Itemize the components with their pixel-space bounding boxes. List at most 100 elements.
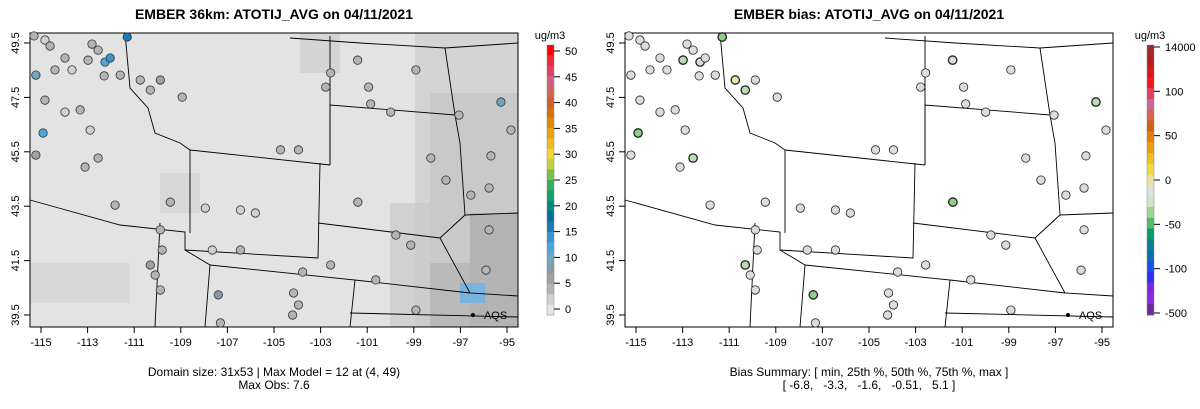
station-marker bbox=[85, 125, 95, 135]
bias-marker bbox=[626, 70, 636, 80]
x-tick-label: -97 bbox=[452, 337, 468, 349]
station-marker bbox=[293, 145, 304, 155]
colorbar-swatch bbox=[547, 55, 554, 67]
x-tick-label: -105 bbox=[263, 337, 285, 349]
colorbar-swatch bbox=[547, 221, 554, 233]
x-tick-label: -111 bbox=[719, 337, 739, 349]
colorbar-swatch bbox=[547, 117, 554, 129]
station-marker bbox=[496, 97, 506, 107]
station-marker bbox=[60, 107, 70, 117]
station-marker bbox=[484, 183, 494, 193]
colorbar-swatch bbox=[1147, 185, 1154, 197]
bias-marker bbox=[688, 45, 698, 55]
colorbar-swatch bbox=[1147, 163, 1154, 176]
bias-marker bbox=[893, 267, 903, 277]
bias-marker bbox=[730, 75, 741, 85]
colorbar-swatch bbox=[1147, 142, 1154, 154]
colorbar-swatch bbox=[1147, 45, 1154, 57]
bias-marker bbox=[750, 75, 760, 85]
station-marker bbox=[87, 39, 97, 49]
bias-marker bbox=[961, 99, 971, 109]
colorbar-swatch bbox=[547, 294, 554, 306]
bias-marker bbox=[981, 107, 991, 117]
bias-marker bbox=[845, 208, 855, 218]
caption-line-2: Max Obs: 7.6 bbox=[238, 378, 310, 392]
station-marker bbox=[93, 45, 103, 55]
station-marker bbox=[293, 300, 304, 310]
bias-marker bbox=[1081, 151, 1091, 161]
x-tick-label: -113 bbox=[672, 337, 693, 349]
colorbar-swatch bbox=[547, 159, 554, 171]
colorbar-swatch bbox=[1147, 250, 1154, 262]
bias-marker bbox=[633, 128, 643, 138]
bias-marker bbox=[1006, 65, 1016, 75]
bias-marker bbox=[1061, 190, 1071, 200]
colorbar-swatch bbox=[547, 190, 554, 202]
station-marker bbox=[155, 75, 165, 85]
bias-marker bbox=[682, 39, 692, 49]
colorbar-swatch bbox=[1147, 228, 1154, 240]
bias-marker bbox=[680, 125, 690, 135]
bias-marker bbox=[808, 290, 819, 300]
station-marker bbox=[386, 107, 396, 117]
bias-marker bbox=[870, 145, 881, 155]
colorbar-swatch bbox=[547, 211, 554, 223]
station-marker bbox=[145, 260, 155, 270]
station-marker bbox=[235, 245, 246, 255]
bias-marker bbox=[921, 260, 931, 270]
colorbar-tick-label: 15 bbox=[565, 227, 577, 239]
x-tick-label: -115 bbox=[30, 337, 51, 349]
bias-marker bbox=[655, 53, 665, 63]
bias-marker bbox=[717, 32, 728, 42]
bias-marker bbox=[675, 162, 685, 172]
colorbar-swatch bbox=[1147, 196, 1154, 208]
bias-marker bbox=[1079, 183, 1089, 193]
colorbar-tick-label: 5 bbox=[565, 278, 571, 290]
bias-marker bbox=[670, 105, 680, 115]
station-marker bbox=[406, 240, 416, 250]
bias-marker bbox=[795, 203, 805, 213]
bias-marker bbox=[640, 41, 650, 51]
colorbar-swatch bbox=[1147, 239, 1154, 251]
station-marker bbox=[40, 95, 50, 105]
station-marker bbox=[67, 65, 77, 75]
colorbar-swatch bbox=[1147, 77, 1154, 89]
aqs-site-dot bbox=[1065, 313, 1070, 317]
station-marker bbox=[275, 145, 286, 155]
x-tick-label: -103 bbox=[310, 337, 332, 349]
x-tick-label: -103 bbox=[905, 337, 927, 349]
x-tick-label: -107 bbox=[811, 337, 833, 349]
x-tick-label: -105 bbox=[858, 337, 880, 349]
x-tick-label: -99 bbox=[406, 337, 422, 349]
station-marker bbox=[484, 225, 494, 235]
x-tick-label: -97 bbox=[1047, 337, 1063, 349]
colorbar-tick-label: 25 bbox=[565, 175, 577, 187]
station-points bbox=[29, 31, 516, 328]
bias-marker bbox=[1079, 225, 1089, 235]
bias-marker bbox=[947, 55, 958, 65]
colorbar-swatch bbox=[547, 263, 554, 274]
station-marker bbox=[426, 153, 436, 163]
y-tick-label: 39.5 bbox=[605, 304, 617, 325]
bias-marker bbox=[921, 68, 931, 78]
caption-line-1: Domain size: 31x53 | Max Model = 12 at (… bbox=[147, 365, 401, 379]
station-marker bbox=[366, 99, 376, 109]
station-marker bbox=[105, 53, 115, 63]
colorbar-swatch bbox=[1147, 153, 1154, 165]
y-tick-label: 45.5 bbox=[605, 141, 617, 162]
bias-marker bbox=[883, 288, 894, 298]
station-marker bbox=[157, 245, 167, 255]
colorbar-swatch bbox=[547, 76, 554, 88]
right-caption: Bias Summary: [ min, 25th %, 50th %, 75t… bbox=[625, 366, 1113, 392]
station-marker bbox=[155, 225, 165, 235]
colorbar-tick-label: 0 bbox=[565, 304, 571, 316]
bias-marker bbox=[626, 150, 636, 160]
bias-marker bbox=[740, 260, 751, 270]
x-tick-label: -113 bbox=[77, 337, 98, 349]
bias-marker bbox=[916, 82, 926, 92]
left-chart-title: EMBER 36km: ATOTIJ_AVG on 04/11/2021 bbox=[134, 6, 414, 22]
bias-marker bbox=[1001, 240, 1011, 250]
station-marker bbox=[31, 70, 41, 80]
station-marker bbox=[466, 190, 476, 200]
colorbar-swatch bbox=[547, 96, 554, 108]
